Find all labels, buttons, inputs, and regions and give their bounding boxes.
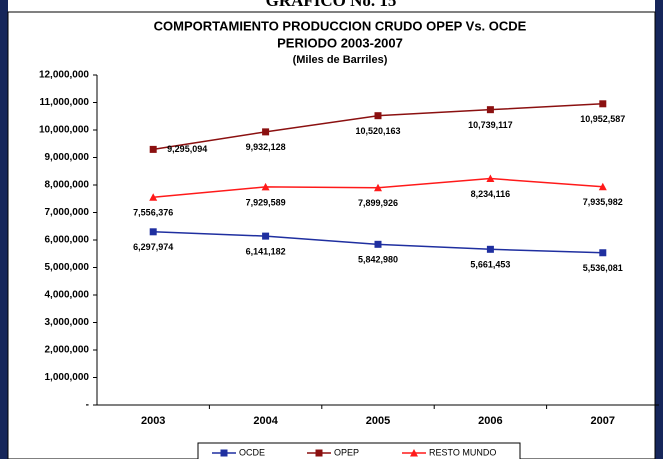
point [261,182,270,191]
data-label: 5,842,980 [358,255,398,265]
data-label: 7,899,926 [358,198,398,208]
x-tick-label: 2007 [591,415,615,427]
x-tick-label: 2004 [253,415,278,427]
chart-title: COMPORTAMIENTO PRODUCCION CRUDO OPEP Vs.… [154,18,527,33]
legend-label: OCDE [239,447,265,457]
y-tick-label: 2,000,000 [45,345,90,356]
y-tick-label: - [86,400,89,411]
y-tick-label: 8,000,000 [45,180,90,191]
point [374,240,382,248]
point [374,183,382,192]
legend-marker [315,449,323,457]
point [486,106,494,114]
point [149,145,157,153]
legend-marker [410,449,418,457]
point [149,193,158,201]
data-label: 10,952,587 [580,114,625,124]
data-label: 6,297,974 [133,242,173,252]
legend-label: RESTO MUNDO [429,447,496,457]
y-tick-label: 9,000,000 [45,152,90,163]
chart-subtitle: PERIODO 2003-2007 [277,35,403,50]
y-tick-label: 7,000,000 [45,207,90,218]
data-label: 7,556,376 [133,208,173,218]
y-tick-label: 12,000,000 [39,70,89,81]
data-label: 5,536,081 [583,263,623,273]
point [486,174,495,183]
data-label: 9,932,128 [246,142,286,152]
heading-band [8,0,655,12]
y-tick-label: 4,000,000 [45,290,90,301]
point [262,232,270,240]
data-label: 7,935,982 [583,197,623,207]
y-tick-label: 3,000,000 [45,317,90,328]
legend [197,442,521,459]
point [599,100,607,108]
x-tick-label: 2003 [141,415,165,427]
point [374,112,382,120]
data-label: 6,141,182 [246,246,286,256]
units: (Miles de Barriles) [293,54,388,66]
y-tick-label: 5,000,000 [45,262,90,273]
point [149,228,157,236]
y-tick-label: 10,000,000 [39,125,89,136]
heading: GRAFICO No. 15 [266,0,397,10]
x-tick-label: 2005 [366,415,390,427]
data-label: 9,295,094 [167,144,207,154]
point [599,249,607,257]
chart-area [7,11,656,459]
legend-label: OPEP [334,447,359,457]
data-label: 5,661,453 [470,260,510,270]
point [598,182,607,191]
data-label: 8,234,116 [471,189,511,199]
y-tick-label: 6,000,000 [45,235,90,246]
y-tick-label: 11,000,000 [40,97,90,108]
data-label: 10,520,163 [355,126,400,136]
point [486,245,494,253]
point [262,128,270,136]
data-label: 10,739,117 [468,120,513,130]
x-tick-label: 2006 [478,415,502,427]
y-tick-label: 1,000,000 [45,372,90,383]
data-label: 7,929,589 [246,197,286,207]
legend-marker [220,449,228,457]
